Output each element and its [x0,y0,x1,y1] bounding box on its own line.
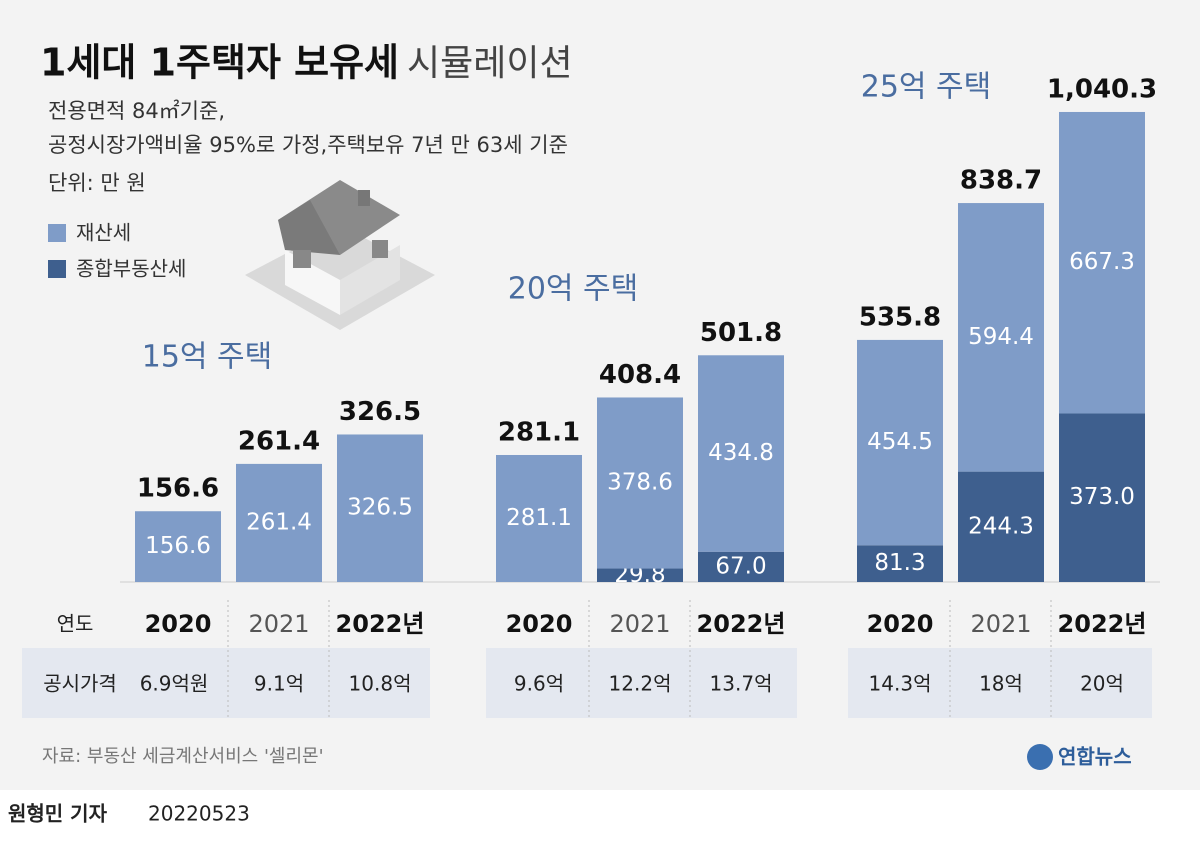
segment-label: 594.4 [968,324,1034,350]
segment-label: 667.3 [1069,249,1135,275]
bar-segment [597,568,683,582]
x-tick-label: 2020 [867,610,934,638]
total-label: 838.7 [960,166,1042,196]
legend-label: 재산세 [76,221,131,245]
chart-title: 1세대 1주택자 보유세 [40,41,399,85]
price-box [486,648,797,718]
bar-segment [958,203,1044,472]
bar-segment [857,545,943,582]
price-label: 18억 [979,672,1023,696]
logo-text: 연합뉴스 [1058,745,1132,769]
total-label: 281.1 [498,417,580,447]
segment-label: 156.6 [145,533,211,559]
subtitle: 전용면적 84㎡기준, [48,99,225,123]
segment-label: 454.5 [867,429,933,455]
segment-label: 67.0 [715,553,766,579]
price-box [22,648,430,718]
x-tick-label: 2022년 [697,610,786,638]
footer-background [0,790,1200,841]
total-label: 156.6 [137,474,219,504]
segment-label: 81.3 [874,550,925,576]
segment-label: 261.4 [246,509,312,535]
bar-segment [1059,413,1145,582]
group-label: 15억 주택 [142,340,273,375]
row-label: 연도 [57,612,94,636]
bar-segment [496,454,582,582]
bar-segment [1059,111,1145,414]
x-tick-label: 2022년 [336,610,425,638]
bar-segment [337,434,423,582]
legend-label: 종합부동산세 [76,257,186,281]
x-tick-label: 2021 [248,610,309,638]
bar-segment [698,551,784,582]
credit: 원형민 기자 [8,802,108,826]
source: 자료: 부동산 세금계산서비스 '셀리몬' [42,746,324,767]
bar-segment [236,463,322,582]
price-box [848,648,1152,718]
total-label: 261.4 [238,426,320,456]
price-label: 12.2억 [609,672,672,696]
segment-label: 244.3 [968,513,1034,539]
x-tick-label: 2022년 [1058,610,1147,638]
x-tick-label: 2020 [145,610,212,638]
segment-label: 378.6 [607,470,673,496]
house-icon [245,180,435,330]
unit: 단위: 만 원 [48,171,146,195]
group-label: 20억 주택 [508,272,639,307]
bar-segment [135,511,221,582]
price-label: 20억 [1080,672,1124,696]
chart-title-suffix: 시뮬레이션 [407,43,573,84]
legend-swatch [48,224,66,242]
x-tick-label: 2020 [506,610,573,638]
price-label: 9.6억 [514,672,564,696]
x-tick-label: 2021 [609,610,670,638]
row-label: 공시가격 [43,672,117,696]
segment-label: 373.0 [1069,484,1135,510]
price-label: 10.8억 [349,672,412,696]
x-tick-label: 2021 [970,610,1031,638]
total-label: 1,040.3 [1047,74,1157,104]
total-label: 408.4 [599,360,681,390]
group-label: 25억 주택 [861,70,992,105]
legend-swatch [48,260,66,278]
segment-label: 326.5 [347,495,413,521]
price-label: 14.3억 [869,672,932,696]
segment-label: 281.1 [506,505,572,531]
subtitle: 공정시장가액비율 95%로 가정,주택보유 7년 만 63세 기준 [48,133,568,157]
price-label: 9.1억 [254,672,304,696]
total-label: 326.5 [339,397,421,427]
total-label: 501.8 [700,318,782,348]
price-label: 13.7억 [710,672,773,696]
price-label: 6.9억원 [140,672,209,696]
bar-segment [857,339,943,546]
date: 20220523 [148,802,250,826]
bar-segment [597,397,683,569]
bar-segment [958,471,1044,582]
bar-segment [698,355,784,552]
segment-label: 434.8 [708,440,774,466]
logo: 연합뉴스 [1027,744,1132,770]
total-label: 535.8 [859,302,941,332]
